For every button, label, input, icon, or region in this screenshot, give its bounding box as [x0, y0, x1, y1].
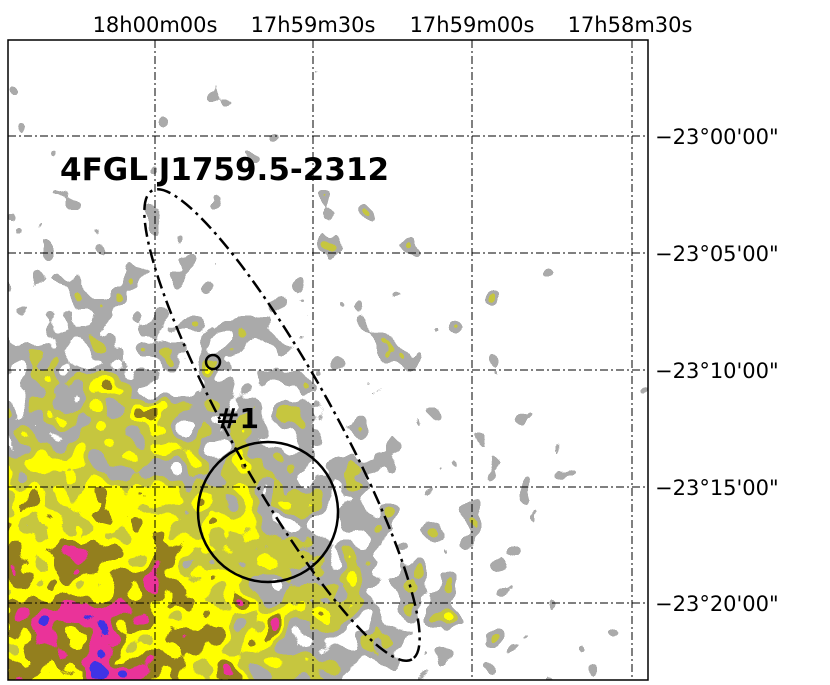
small-circle	[204, 353, 222, 371]
frame	[7, 39, 649, 681]
source-circle	[196, 440, 340, 584]
dec-tick-label: −23°15'00"	[655, 476, 779, 500]
ra-tick-label: 18h00m00s	[93, 13, 218, 37]
dec-tick-labels: −23°00'00" −23°05'00" −23°10'00" −23°15'…	[655, 125, 779, 616]
image	[8, 40, 648, 680]
intensity-map	[8, 40, 648, 680]
ra-tick-labels: 18h00m00s 17h59m30s 17h59m00s 17h58m30s	[93, 13, 693, 37]
dec-tick-label: −23°00'00"	[655, 125, 779, 149]
dec-tick-label: −23°10'00"	[655, 359, 779, 383]
ra-tick-label: 17h59m30s	[251, 13, 376, 37]
ra-tick-label: 17h59m00s	[410, 13, 535, 37]
ra-tick-label: 17h58m30s	[568, 13, 693, 37]
dec-tick-label: −23°20'00"	[655, 592, 779, 616]
dec-tick-label: −23°05'00"	[655, 242, 779, 266]
region-label: #1	[216, 402, 259, 435]
source-label: 4FGL J1759.5-2312	[60, 152, 389, 188]
